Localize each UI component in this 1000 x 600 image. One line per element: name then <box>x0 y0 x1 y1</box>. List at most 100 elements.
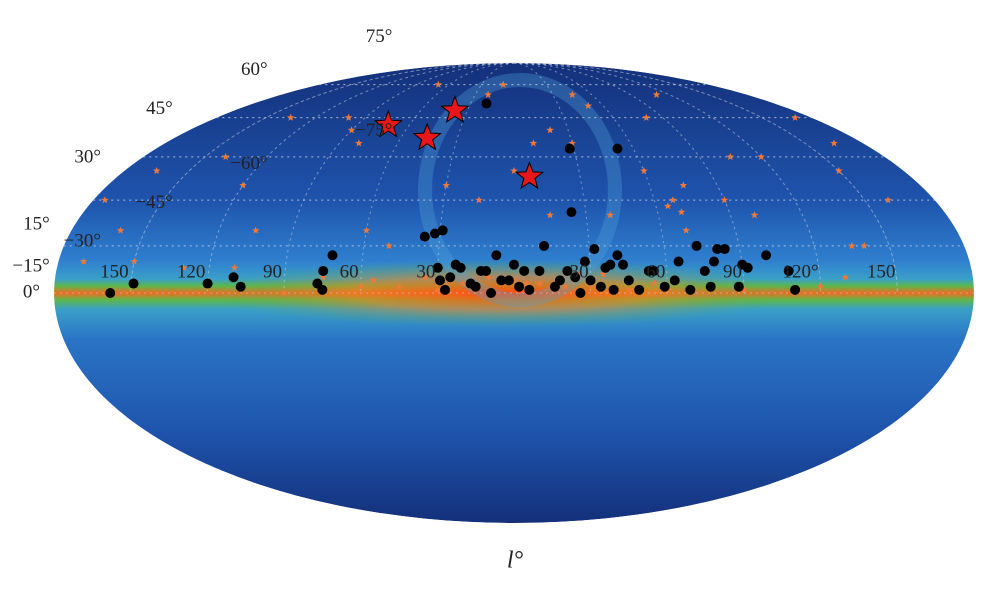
x-tick-label: 90 <box>723 261 742 282</box>
star-marker <box>344 113 353 121</box>
dot-marker <box>673 256 684 267</box>
star-marker <box>412 122 442 151</box>
grid-line <box>513 62 745 294</box>
dot-marker <box>496 275 507 286</box>
star-marker <box>568 90 577 98</box>
dot-marker <box>524 284 535 295</box>
star-marker <box>835 166 843 175</box>
x-tick-label: 30 <box>570 261 589 282</box>
dot-marker <box>128 278 139 289</box>
star-marker <box>625 285 633 294</box>
star-marker <box>860 241 868 250</box>
graticule <box>54 62 974 294</box>
dot-marker <box>562 265 573 276</box>
x-tick-label: 30 <box>416 261 435 282</box>
y-tick-label: 45° <box>146 98 173 119</box>
dot-marker <box>612 143 623 154</box>
x-tick-label: 120° <box>783 261 819 282</box>
x-tick-label: 90 <box>263 261 282 282</box>
star-marker <box>369 276 378 284</box>
y-tick-label: 15° <box>23 213 50 234</box>
star-marker <box>522 279 531 287</box>
y-tick-label: −30° <box>64 230 101 251</box>
star-marker <box>475 196 483 204</box>
dot-marker <box>705 281 716 292</box>
star-marker <box>286 113 295 121</box>
star-marker <box>606 211 614 219</box>
star-marker <box>726 152 735 161</box>
star-marker <box>434 80 443 88</box>
dot-marker <box>481 265 492 276</box>
markers <box>79 80 892 298</box>
star-marker <box>584 101 593 110</box>
dot-marker <box>435 275 446 286</box>
star-marker <box>101 196 109 204</box>
dot-marker <box>575 288 586 298</box>
x-tick-label: 60 <box>646 261 665 282</box>
star-marker <box>420 273 429 281</box>
dot-marker <box>455 262 466 273</box>
star-marker <box>679 181 688 189</box>
star-marker <box>239 181 247 189</box>
star-marker <box>841 273 850 281</box>
x-axis-label: l° <box>507 548 524 574</box>
star-marker <box>356 282 365 290</box>
star-marker <box>442 181 451 189</box>
dot-marker <box>235 281 246 292</box>
dot-marker <box>685 284 696 295</box>
dot-marker <box>491 250 502 261</box>
star-marker <box>586 282 595 290</box>
dot-marker <box>566 207 577 218</box>
dot-marker <box>327 250 338 261</box>
star-marker <box>221 152 230 161</box>
x-tick-label: 150 <box>867 261 896 282</box>
star-marker <box>484 90 492 98</box>
star-marker <box>459 279 467 287</box>
dot-marker <box>719 244 730 255</box>
star-marker <box>650 279 659 287</box>
star-marker <box>484 273 493 281</box>
star-marker <box>682 226 690 234</box>
star-marker <box>510 166 518 175</box>
dot-marker <box>733 281 744 292</box>
star-marker <box>355 139 363 147</box>
dot-marker <box>623 275 634 286</box>
star-marker <box>640 166 648 175</box>
y-tick-label: 60° <box>241 59 268 80</box>
star-marker <box>529 139 538 147</box>
star-marker <box>669 196 677 204</box>
dot-marker <box>608 284 619 295</box>
star-marker <box>499 80 507 88</box>
star-marker <box>373 109 403 138</box>
star-marker <box>385 241 393 250</box>
star-marker <box>130 257 139 265</box>
star-marker <box>510 276 518 284</box>
x-tick-label: 120 <box>177 261 206 282</box>
dot-marker <box>585 275 596 286</box>
y-tick-label: −15° <box>12 255 49 276</box>
star-marker <box>750 211 759 219</box>
star-marker <box>847 241 856 250</box>
dot-marker <box>612 250 623 261</box>
dot-marker <box>712 244 723 255</box>
dot-marker <box>317 284 328 295</box>
dot-marker <box>648 265 659 276</box>
dot-marker <box>202 278 213 289</box>
y-tick-label: −45° <box>135 192 172 213</box>
star-marker <box>152 166 161 175</box>
dot-marker <box>595 281 606 292</box>
star-marker <box>568 139 576 147</box>
dot-marker <box>486 288 496 298</box>
dot-marker <box>605 259 616 270</box>
star-marker <box>318 273 327 281</box>
star-marker <box>546 126 554 134</box>
x-tick-label: 150 <box>100 261 129 282</box>
dot-marker <box>554 275 565 286</box>
y-tick-label: 75° <box>366 26 393 47</box>
dot-marker <box>318 265 329 276</box>
dot-marker <box>440 284 451 295</box>
dot-marker <box>539 240 550 251</box>
star-marker <box>79 257 88 265</box>
